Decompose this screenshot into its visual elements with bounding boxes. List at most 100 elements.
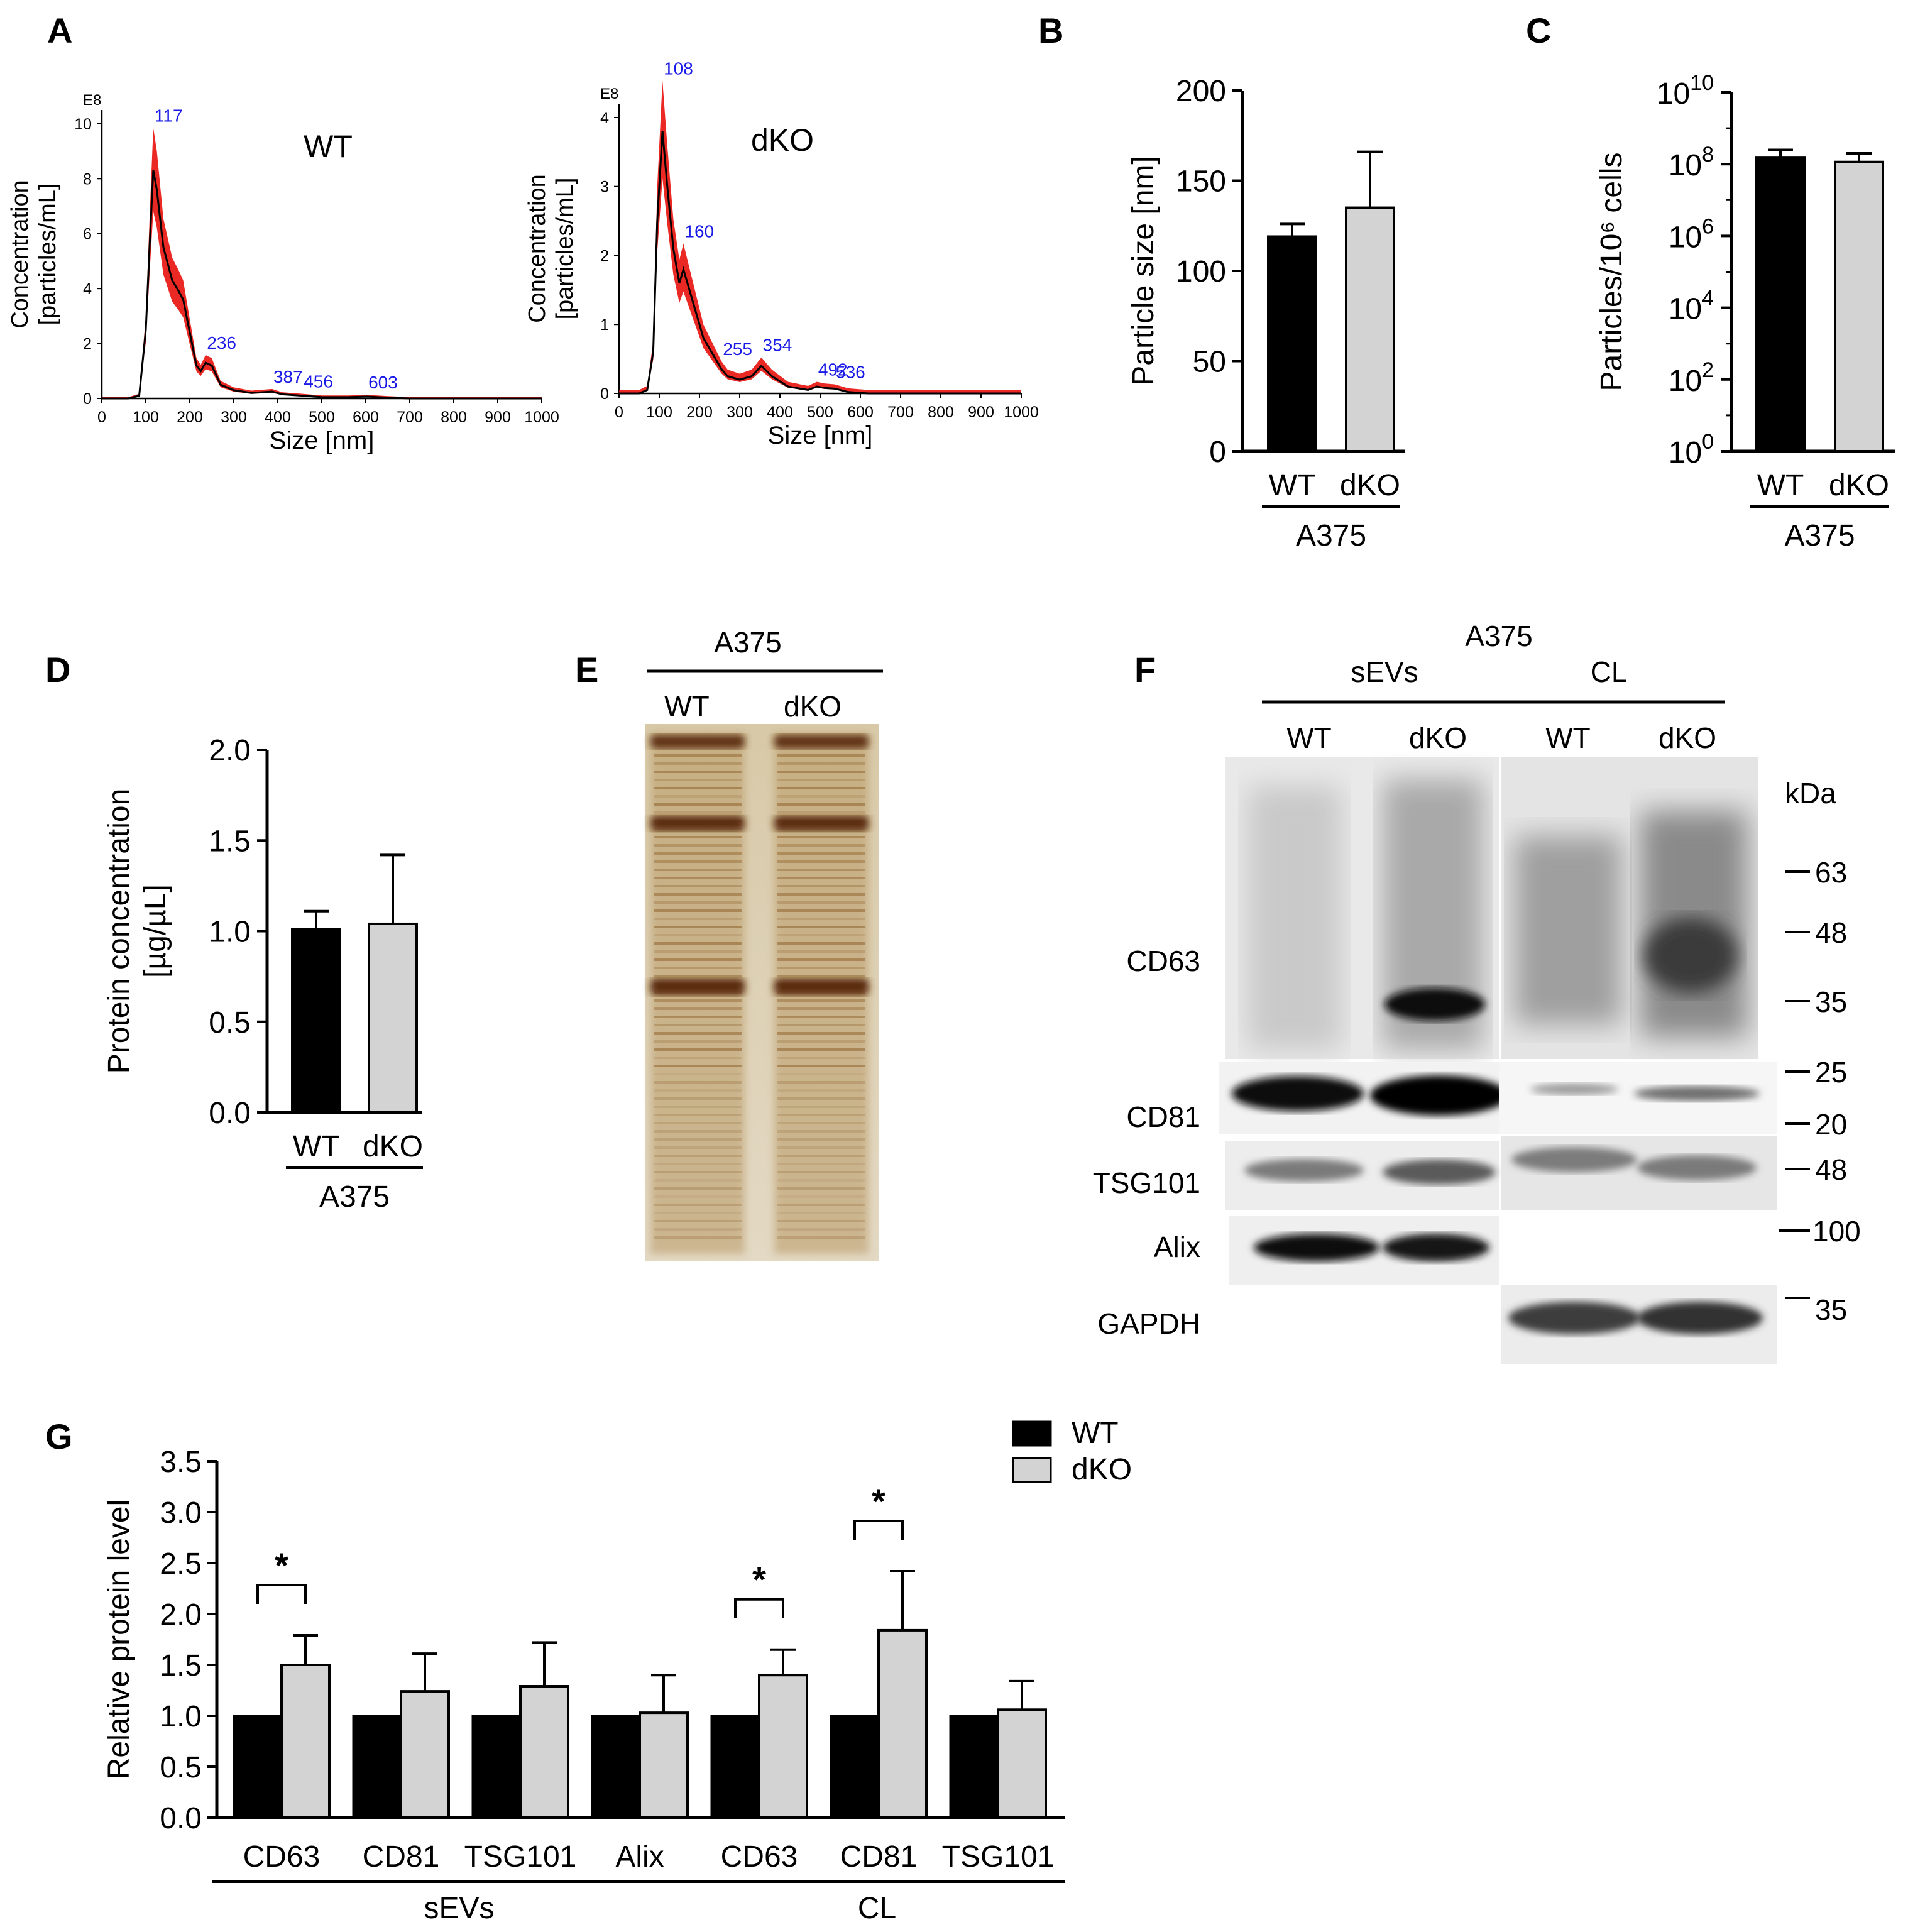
significance-label: * bbox=[752, 1560, 766, 1600]
y-tick-label: 0.0 bbox=[160, 1802, 202, 1835]
gel-band-faint bbox=[654, 901, 742, 904]
blot-band bbox=[1383, 1160, 1496, 1185]
gel-band-faint bbox=[777, 1187, 865, 1190]
panel-label-g: G bbox=[45, 1417, 73, 1456]
legend-swatch-dko bbox=[1012, 1457, 1052, 1483]
y-tick-label: 102 bbox=[1669, 358, 1714, 398]
gel-band-heavy bbox=[774, 816, 869, 831]
gel-band-faint bbox=[777, 1057, 865, 1059]
gel-band-faint bbox=[777, 844, 865, 847]
x-tick-label: dKO bbox=[1340, 469, 1400, 502]
gel-band-heavy bbox=[774, 979, 869, 995]
gel-band-faint bbox=[777, 1220, 865, 1222]
y-axis-label: Relative protein level bbox=[102, 1500, 136, 1780]
blot-band bbox=[1244, 1159, 1364, 1182]
panel-c-particle-count-chart: 100 102 104 106 108 1010 WT dKO A375 Particles/10… bbox=[1595, 71, 1895, 552]
gel-band-faint bbox=[654, 1007, 742, 1010]
panel-label-e: E bbox=[575, 650, 598, 689]
y-tick-label: 3.5 bbox=[160, 1446, 202, 1479]
bar-dko-cd63 bbox=[280, 1664, 331, 1819]
panel-label-a: A bbox=[47, 11, 72, 50]
gel-band-faint bbox=[654, 967, 742, 969]
significance-label: * bbox=[872, 1481, 885, 1521]
gel-band-faint bbox=[777, 811, 865, 814]
gel-band-faint bbox=[777, 893, 865, 896]
gel-band-heavy bbox=[774, 735, 869, 749]
y-axis-label: [particles/mL] bbox=[35, 184, 61, 326]
x-tick-label: 800 bbox=[441, 409, 467, 426]
error-band bbox=[619, 80, 1021, 393]
gel-band-faint bbox=[654, 950, 742, 953]
gel-band-faint bbox=[777, 771, 865, 773]
bar-dko-alix bbox=[639, 1711, 689, 1819]
marker-label-20: 20 bbox=[1815, 1108, 1847, 1141]
bar-dko-cd81 bbox=[877, 1628, 928, 1819]
x-tick-label: 0 bbox=[97, 409, 106, 426]
blot-band bbox=[1637, 1302, 1763, 1334]
gel-band-faint bbox=[654, 1016, 742, 1018]
chart-title: dKO bbox=[751, 123, 814, 158]
significance-bracket bbox=[853, 1519, 904, 1540]
gel-band-faint bbox=[654, 795, 742, 798]
peak-label: 108 bbox=[664, 58, 693, 78]
y-tick-label: 100 bbox=[1176, 255, 1226, 288]
blot-band bbox=[1643, 918, 1738, 993]
y-tick-label: 1.0 bbox=[160, 1700, 202, 1733]
blot-lane-label-cl-wt: WT bbox=[1545, 722, 1591, 754]
gel-band-faint bbox=[777, 1048, 865, 1051]
gel-lanes bbox=[650, 732, 869, 1254]
gel-band-faint bbox=[654, 803, 742, 806]
gel-band-faint bbox=[777, 1146, 865, 1149]
panel-a-dko-nta-chart: 0 100 200 300 400 500 600 700 800 900 1000 0 1 2 3 4 E8 S… bbox=[524, 58, 1039, 449]
gel-band-faint bbox=[654, 1212, 742, 1214]
gel-band-faint bbox=[654, 1130, 742, 1133]
bar-wt bbox=[291, 928, 341, 1114]
gel-band-faint bbox=[654, 852, 742, 855]
peak-label: 160 bbox=[684, 221, 714, 241]
gel-band-faint bbox=[777, 975, 865, 977]
gel-band-faint bbox=[777, 934, 865, 936]
y-tick-label: 104 bbox=[1669, 287, 1714, 326]
gel-band-faint bbox=[654, 1032, 742, 1035]
gel-band-faint bbox=[654, 877, 742, 879]
panel-b-particle-size-chart: 0 50 100 150 200 WT dKO A375 Particle size [nm] bbox=[1127, 75, 1405, 552]
marker-label-35: 35 bbox=[1815, 985, 1847, 1018]
x-tick-label: WT bbox=[1269, 469, 1316, 502]
x-tick-label: 500 bbox=[807, 403, 833, 421]
gel-band-faint bbox=[777, 836, 865, 838]
gel-band-faint bbox=[654, 885, 742, 887]
peak-label: 354 bbox=[763, 336, 792, 355]
y-tick-label: 2.5 bbox=[160, 1547, 202, 1581]
x-tick-label: 300 bbox=[726, 403, 753, 421]
blot-row-label-cd81: CD81 bbox=[1126, 1100, 1200, 1133]
marker-label-63: 63 bbox=[1815, 856, 1847, 889]
gel-band-faint bbox=[777, 1024, 865, 1026]
blot-band bbox=[1634, 1086, 1760, 1101]
gel-band-faint bbox=[777, 926, 865, 928]
blot-band bbox=[1254, 1234, 1379, 1261]
gel-band-faint bbox=[654, 918, 742, 920]
x-tick-label: 100 bbox=[646, 403, 672, 421]
y-tick-label: 1010 bbox=[1657, 71, 1714, 111]
bar-wt-tsg101 bbox=[949, 1715, 999, 1819]
gel-band-faint bbox=[654, 1228, 742, 1231]
y-tick-label: 3.0 bbox=[160, 1496, 202, 1530]
gel-band-faint bbox=[777, 1106, 865, 1108]
gel-band-faint bbox=[654, 1081, 742, 1084]
bar-wt bbox=[1755, 156, 1806, 453]
x-tick-label: CD63 bbox=[721, 1840, 798, 1874]
gel-band-faint bbox=[777, 1236, 865, 1239]
significance-label: * bbox=[275, 1545, 288, 1585]
gel-band-faint bbox=[777, 958, 865, 961]
gel-band-faint bbox=[654, 942, 742, 945]
peak-label: 536 bbox=[836, 362, 865, 381]
gel-band-faint bbox=[777, 918, 865, 920]
x-tick-label: 300 bbox=[221, 409, 247, 426]
group-label: A375 bbox=[1784, 519, 1855, 552]
bar-wt-tsg101 bbox=[471, 1715, 522, 1819]
bar-dko-tsg101 bbox=[519, 1685, 569, 1819]
y-tick-label: 100 bbox=[1669, 430, 1714, 469]
x-tick-label: 700 bbox=[887, 403, 914, 421]
gel-band-faint bbox=[654, 975, 742, 977]
mean-line bbox=[619, 131, 1021, 395]
